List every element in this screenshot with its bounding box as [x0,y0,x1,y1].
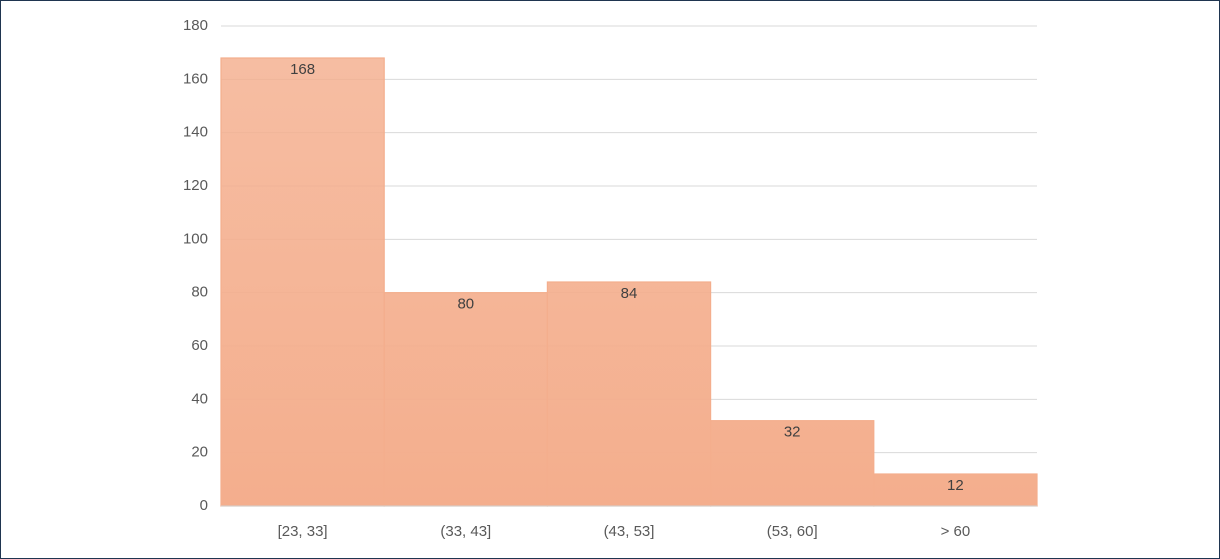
y-tick-label: 160 [183,70,208,87]
bar [220,57,385,507]
y-tick-label: 120 [183,177,208,194]
bar [546,281,712,507]
y-tick-label: 80 [191,284,208,301]
x-tick-label: [23, 33] [278,523,328,540]
y-tick-label: 20 [191,444,208,461]
y-tick-label: 60 [191,337,208,354]
data-label: 32 [784,424,801,441]
x-tick-label: (43, 53] [604,523,655,540]
data-label: 80 [457,296,474,313]
y-tick-label: 180 [183,17,208,34]
x-tick-label: > 60 [941,523,971,540]
bar [709,420,875,507]
data-label: 84 [621,285,638,302]
y-tick-label: 0 [200,497,208,514]
data-label: 168 [290,61,315,78]
x-tick-label: (53, 60] [767,523,818,540]
x-tick-label: (33, 43] [440,523,491,540]
y-tick-label: 140 [183,124,208,141]
y-tick-label: 40 [191,390,208,407]
y-tick-label: 100 [183,230,208,247]
data-label: 12 [947,477,964,494]
bar [873,473,1038,507]
bar [383,292,549,507]
